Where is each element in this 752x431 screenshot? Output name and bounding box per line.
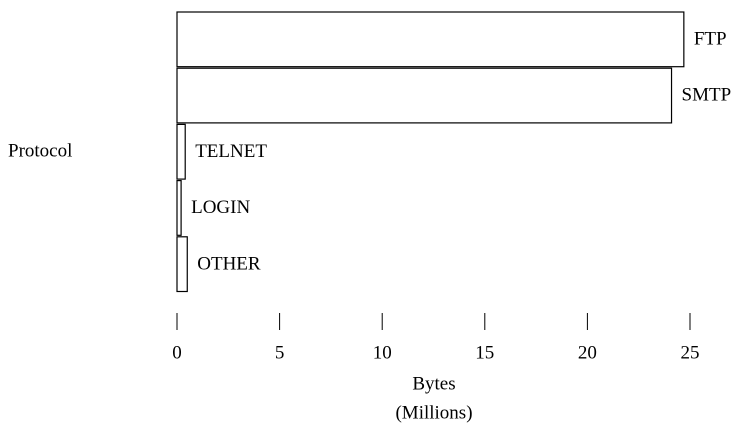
bar	[176, 180, 182, 236]
x-tick-label: 25	[681, 342, 700, 363]
x-tick-label: 5	[275, 342, 285, 363]
bar	[176, 236, 188, 293]
x-tick-label: 0	[172, 342, 182, 363]
bar-label: TELNET	[195, 141, 267, 162]
bar	[176, 123, 186, 180]
x-axis-label: Bytes	[412, 373, 455, 394]
x-axis-label: (Millions)	[395, 402, 472, 423]
x-tick-label: 15	[475, 342, 494, 363]
x-tick-label: 10	[373, 342, 392, 363]
bar-label: LOGIN	[191, 197, 250, 218]
bar	[176, 11, 685, 68]
bar	[176, 67, 673, 124]
bar-label: SMTP	[682, 85, 732, 106]
x-tick-label: 20	[578, 342, 597, 363]
bar-label: OTHER	[197, 253, 261, 274]
y-axis-label: Protocol	[8, 140, 72, 161]
bar-label: FTP	[694, 28, 727, 49]
